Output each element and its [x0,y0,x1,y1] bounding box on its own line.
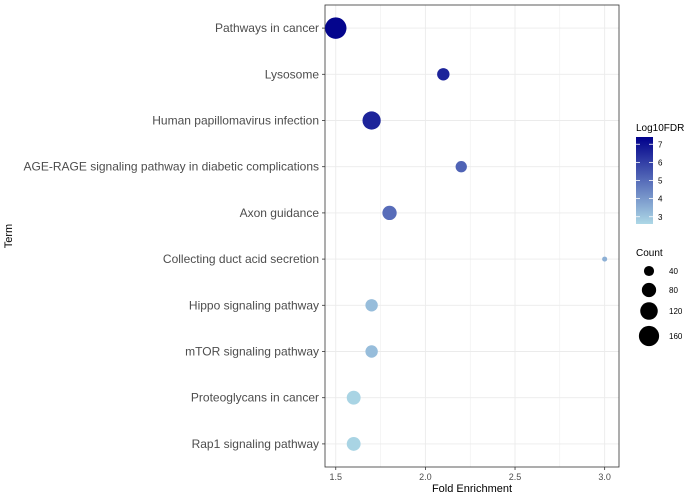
y-tick-label: Human papillomavirus infection [152,114,319,128]
grid-lines [325,5,619,467]
data-point [346,436,361,451]
size-legend-title: Count [636,248,663,259]
y-axis-title: Term [3,224,15,248]
size-legend-circle [643,265,655,277]
data-point [362,111,381,130]
plot-panel-border [324,4,620,468]
x-tick-label: 1.5 [329,472,342,482]
y-tick-label: mTOR signaling pathway [185,345,319,359]
data-point [325,17,347,39]
color-legend-tick-label: 6 [658,158,663,167]
x-tick-label: 3.0 [598,472,611,482]
data-point [455,161,467,173]
y-tick-label: Proteoglycans in cancer [191,391,319,405]
data-point [365,345,378,358]
data-point [365,299,378,312]
data-point [346,390,361,405]
count-size-legend: Count 40 80 120 160 [636,248,683,347]
color-legend-tick-label: 4 [658,195,663,204]
y-tick-label: Axon guidance [240,206,320,220]
x-tick-label: 2.5 [509,472,522,482]
y-tick-label: Hippo signaling pathway [189,298,319,312]
y-axis-term-labels: Pathways in cancer Lysosome Human papillom… [24,21,325,451]
data-point [382,205,397,221]
x-axis-tick-labels: 1.5 2.0 2.5 3.0 [329,467,611,482]
color-legend-title: Log10FDR [636,123,684,134]
size-legend-circle [641,282,657,298]
size-legend-circle [640,302,658,320]
log10fdr-color-legend: Log10FDR 3 4 5 6 7 [636,123,684,224]
color-legend-tick-label: 7 [658,140,663,149]
size-legend-circle [638,325,660,347]
y-tick-label: Pathways in cancer [215,21,319,35]
y-tick-label: Lysosome [265,67,320,81]
size-legend-label: 40 [669,267,678,276]
x-tick-label: 2.0 [419,472,432,482]
size-legend-label: 120 [669,307,683,316]
x-axis-title: Fold Enrichment [432,483,512,495]
y-tick-label: Rap1 signaling pathway [192,437,319,451]
color-legend-tick-label: 5 [658,177,663,186]
y-tick-label: Collecting duct acid secretion [163,252,319,266]
color-legend-bar [636,137,653,224]
size-legend-label: 80 [669,286,678,295]
y-tick-label: AGE-RAGE signaling pathway in diabetic c… [24,160,319,174]
data-point [437,68,450,81]
color-legend-tick-label: 3 [658,213,663,222]
data-point [602,256,608,262]
size-legend-label: 160 [669,332,683,341]
data-points [325,17,608,451]
